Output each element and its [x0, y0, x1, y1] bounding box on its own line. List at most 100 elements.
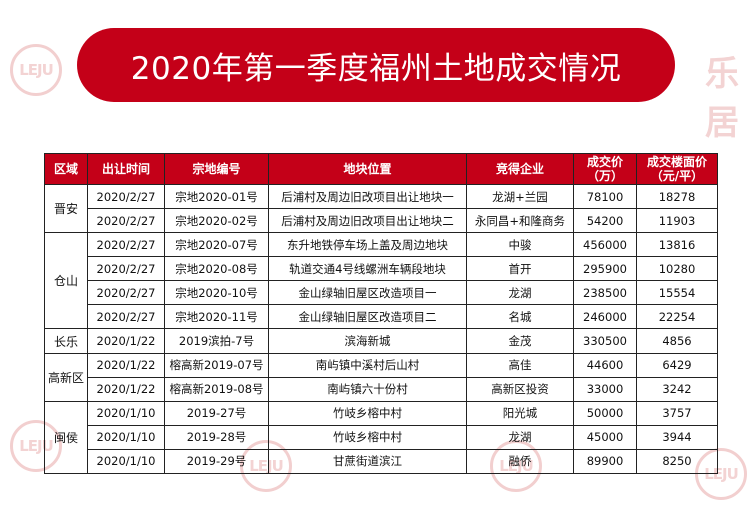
header-price: 成交价 （万）: [573, 153, 637, 185]
winner-cell: 高新区投资: [466, 376, 574, 402]
table-row: 2020/2/27 宗地2020-08号 轨道交通4号线螺洲车辆段地块 首开 2…: [45, 256, 718, 282]
parcel-cell: 榕高新2019-08号: [164, 376, 269, 402]
leju-watermark-logo: LEJU: [10, 44, 62, 96]
table-row: 2020/2/27 宗地2020-10号 金山绿轴旧屋区改造项目一 龙湖 238…: [45, 280, 718, 306]
table-row: 晋安 2020/2/27 宗地2020-01号 后浦村及周边旧改项目出让地块一 …: [44, 183, 718, 234]
header-location: 地块位置: [268, 153, 467, 185]
price-cell: 54200: [573, 208, 637, 234]
floor-price-cell: 13816: [636, 232, 718, 258]
table-row: 闽侯 2020/1/10 2019-27号 竹岐乡榕中村 阳光城 50000 3…: [44, 400, 718, 475]
location-cell: 金山绿轴旧屋区改造项目二: [268, 304, 467, 330]
header-region: 区域: [44, 153, 88, 185]
winner-cell: 龙湖+兰园: [466, 183, 574, 210]
price-cell: 33000: [573, 376, 637, 402]
price-cell: 45000: [573, 424, 637, 450]
floor-price-cell: 4856: [636, 328, 718, 354]
land-deal-table: 区域 出让时间 宗地编号 地块位置 竞得企业 成交价 （万） 成交楼面价 （元/…: [44, 153, 718, 475]
floor-price-cell: 15554: [636, 280, 718, 306]
parcel-cell: 榕高新2019-07号: [164, 352, 269, 378]
parcel-cell: 宗地2020-08号: [164, 256, 269, 282]
winner-cell: 融侨: [466, 448, 574, 475]
floor-price-cell: 3242: [636, 376, 718, 402]
winner-cell: 首开: [466, 256, 574, 282]
winner-cell: 永同昌+和隆商务: [466, 208, 574, 234]
floor-price-cell: 18278: [636, 183, 718, 210]
location-cell: 竹岐乡榕中村: [268, 400, 467, 426]
date-cell: 2020/2/27: [87, 208, 165, 234]
parcel-cell: 2019-29号: [164, 448, 269, 475]
date-cell: 2020/1/22: [87, 376, 165, 402]
parcel-cell: 宗地2020-07号: [164, 232, 269, 258]
location-cell: 金山绿轴旧屋区改造项目一: [268, 280, 467, 306]
parcel-cell: 2019-27号: [164, 400, 269, 426]
winner-cell: 阳光城: [466, 400, 574, 426]
location-cell: 竹岐乡榕中村: [268, 424, 467, 450]
date-cell: 2020/2/27: [87, 280, 165, 306]
location-cell: 东升地铁停车场上盖及周边地块: [268, 232, 467, 258]
parcel-cell: 2019滨拍-7号: [164, 328, 269, 354]
price-cell: 246000: [573, 304, 637, 330]
region-cell: 长乐: [44, 328, 88, 354]
floor-price-cell: 3944: [636, 424, 718, 450]
price-cell: 50000: [573, 400, 637, 426]
parcel-cell: 2019-28号: [164, 424, 269, 450]
parcel-cell: 宗地2020-10号: [164, 280, 269, 306]
date-cell: 2020/1/10: [87, 400, 165, 426]
table-row: 2020/2/27 宗地2020-02号 后浦村及周边旧改项目出让地块二 永同昌…: [45, 208, 718, 234]
parcel-cell: 宗地2020-11号: [164, 304, 269, 330]
date-cell: 2020/1/22: [87, 328, 165, 354]
floor-price-cell: 6429: [636, 352, 718, 378]
header-parcel-no: 宗地编号: [164, 153, 269, 185]
page-title: 2020年第一季度福州土地成交情况: [77, 28, 675, 102]
region-cell: 高新区: [44, 352, 88, 402]
floor-price-cell: 22254: [636, 304, 718, 330]
winner-cell: 金茂: [466, 328, 574, 354]
header-winner: 竞得企业: [466, 153, 574, 185]
date-cell: 2020/1/10: [87, 448, 165, 475]
price-cell: 295900: [573, 256, 637, 282]
price-cell: 330500: [573, 328, 637, 354]
location-cell: 南屿镇六十份村: [268, 376, 467, 402]
location-cell: 后浦村及周边旧改项目出让地块一: [268, 183, 467, 210]
table-row: 2020/1/10 2019-28号 竹岐乡榕中村 龙湖 45000 3944: [45, 424, 718, 450]
location-cell: 甘蔗街道滨江: [268, 448, 467, 475]
date-cell: 2020/2/27: [87, 232, 165, 258]
table-row: 长乐 2020/1/22 2019滨拍-7号 滨海新城 金茂 330500 48…: [44, 328, 718, 354]
date-cell: 2020/2/27: [87, 256, 165, 282]
price-cell: 89900: [573, 448, 637, 475]
date-cell: 2020/1/10: [87, 424, 165, 450]
table-header-row: 区域 出让时间 宗地编号 地块位置 竞得企业 成交价 （万） 成交楼面价 （元/…: [44, 153, 718, 185]
table-row: 高新区 2020/1/22 榕高新2019-07号 南屿镇中溪村后山村 高佳 4…: [44, 352, 718, 402]
parcel-cell: 宗地2020-02号: [164, 208, 269, 234]
floor-price-cell: 3757: [636, 400, 718, 426]
winner-cell: 高佳: [466, 352, 574, 378]
date-cell: 2020/2/27: [87, 183, 165, 210]
location-cell: 后浦村及周边旧改项目出让地块二: [268, 208, 467, 234]
winner-cell: 龙湖: [466, 424, 574, 450]
parcel-cell: 宗地2020-01号: [164, 183, 269, 210]
price-cell: 238500: [573, 280, 637, 306]
floor-price-cell: 10280: [636, 256, 718, 282]
winner-cell: 名城: [466, 304, 574, 330]
table-row: 2020/1/10 2019-29号 甘蔗街道滨江 融侨 89900 8250: [45, 448, 718, 475]
price-cell: 44600: [573, 352, 637, 378]
header-floor-price: 成交楼面价 （元/平）: [636, 153, 718, 185]
winner-cell: 中骏: [466, 232, 574, 258]
region-cell: 晋安: [44, 183, 88, 234]
location-cell: 轨道交通4号线螺洲车辆段地块: [268, 256, 467, 282]
table-row: 2020/1/22 榕高新2019-08号 南屿镇六十份村 高新区投资 3300…: [45, 376, 718, 402]
region-cell: 闽侯: [44, 400, 88, 475]
price-cell: 456000: [573, 232, 637, 258]
location-cell: 南屿镇中溪村后山村: [268, 352, 467, 378]
location-cell: 滨海新城: [268, 328, 467, 354]
region-cell: 仓山: [44, 232, 88, 330]
floor-price-cell: 11903: [636, 208, 718, 234]
price-cell: 78100: [573, 183, 637, 210]
leju-watermark-text: 乐居: [705, 54, 739, 143]
date-cell: 2020/1/22: [87, 352, 165, 378]
table-row: 仓山 2020/2/27 宗地2020-07号 东升地铁停车场上盖及周边地块 中…: [44, 232, 718, 330]
header-date: 出让时间: [87, 153, 165, 185]
table-row: 2020/2/27 宗地2020-11号 金山绿轴旧屋区改造项目二 名城 246…: [45, 304, 718, 330]
winner-cell: 龙湖: [466, 280, 574, 306]
floor-price-cell: 8250: [636, 448, 718, 475]
